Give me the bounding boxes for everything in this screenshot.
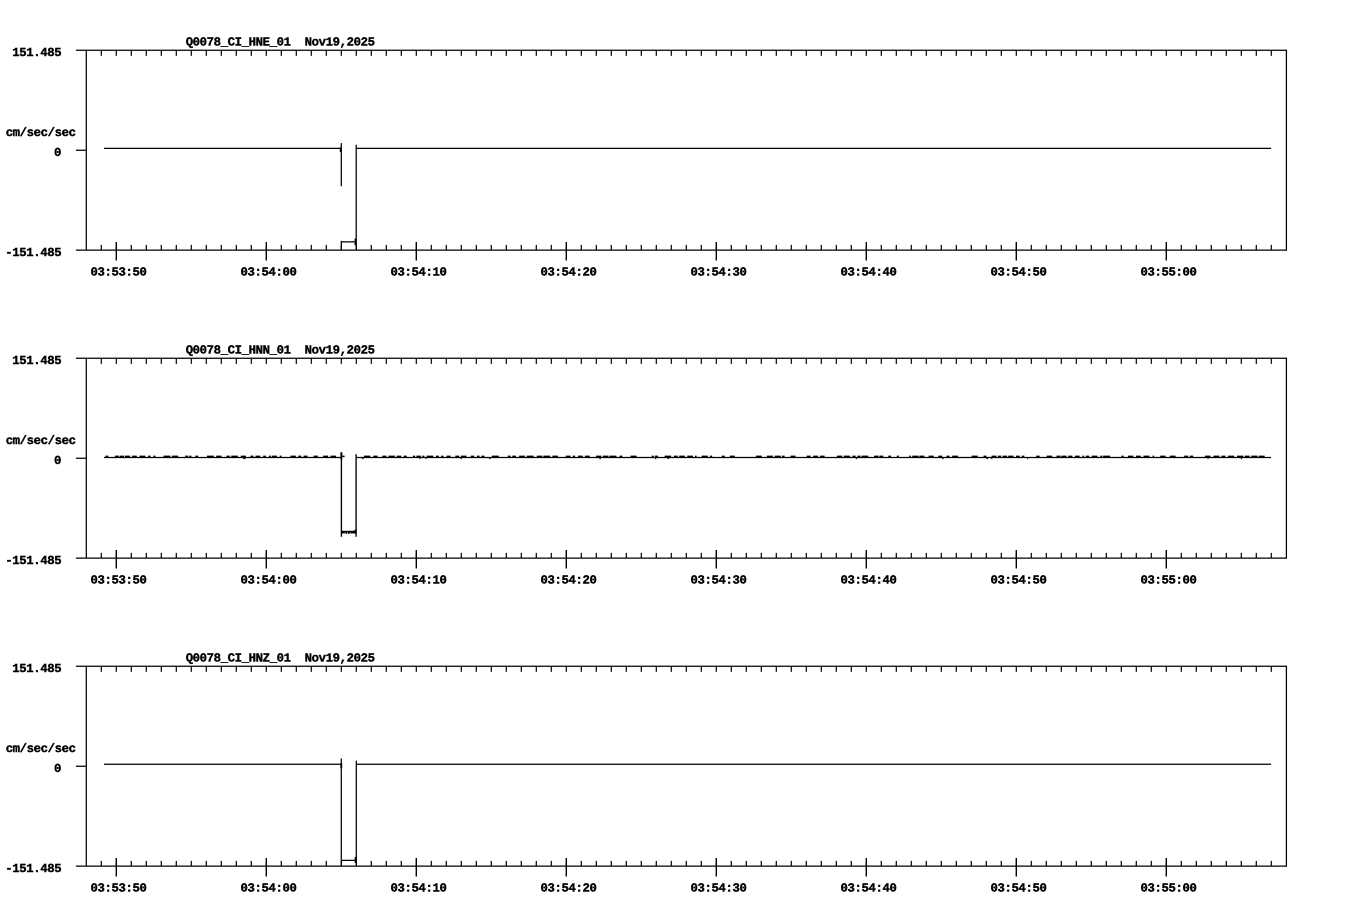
svg-text:-151.485: -151.485 xyxy=(5,862,61,876)
svg-text:03:54:10: 03:54:10 xyxy=(391,574,447,588)
svg-text:03:54:10: 03:54:10 xyxy=(391,266,447,280)
svg-text:03:54:00: 03:54:00 xyxy=(241,266,297,280)
svg-text:-151.485: -151.485 xyxy=(5,554,61,568)
svg-text:03:54:10: 03:54:10 xyxy=(391,882,447,896)
svg-text:03:53:50: 03:53:50 xyxy=(91,882,147,896)
svg-text:cm/sec/sec: cm/sec/sec xyxy=(6,126,76,140)
svg-text:03:55:00: 03:55:00 xyxy=(1141,574,1197,588)
svg-text:03:54:20: 03:54:20 xyxy=(541,882,597,896)
svg-text:cm/sec/sec: cm/sec/sec xyxy=(6,742,76,756)
svg-text:03:54:30: 03:54:30 xyxy=(691,266,747,280)
svg-text:Q0078_CI_HNN_01 Nov19,2025: Q0078_CI_HNN_01 Nov19,2025 xyxy=(186,343,375,357)
svg-text:0: 0 xyxy=(54,762,61,776)
svg-text:0: 0 xyxy=(54,146,61,160)
svg-text:03:54:30: 03:54:30 xyxy=(691,574,747,588)
svg-text:03:53:50: 03:53:50 xyxy=(91,266,147,280)
svg-text:03:54:30: 03:54:30 xyxy=(691,882,747,896)
svg-text:Q0078_CI_HNZ_01 Nov19,2025: Q0078_CI_HNZ_01 Nov19,2025 xyxy=(186,651,375,665)
svg-text:03:54:00: 03:54:00 xyxy=(241,574,297,588)
svg-text:03:55:00: 03:55:00 xyxy=(1141,266,1197,280)
svg-text:03:55:00: 03:55:00 xyxy=(1141,882,1197,896)
svg-text:151.485: 151.485 xyxy=(12,354,61,368)
svg-text:03:54:50: 03:54:50 xyxy=(991,266,1047,280)
svg-text:cm/sec/sec: cm/sec/sec xyxy=(6,434,76,448)
svg-text:03:54:20: 03:54:20 xyxy=(541,574,597,588)
svg-text:03:54:50: 03:54:50 xyxy=(991,882,1047,896)
svg-text:03:54:50: 03:54:50 xyxy=(991,574,1047,588)
svg-text:03:54:40: 03:54:40 xyxy=(841,882,897,896)
svg-text:0: 0 xyxy=(54,454,61,468)
svg-text:-151.485: -151.485 xyxy=(5,246,61,260)
svg-text:151.485: 151.485 xyxy=(12,662,61,676)
svg-text:03:54:20: 03:54:20 xyxy=(541,266,597,280)
svg-text:03:53:50: 03:53:50 xyxy=(91,574,147,588)
svg-text:03:54:00: 03:54:00 xyxy=(241,882,297,896)
svg-text:03:54:40: 03:54:40 xyxy=(841,266,897,280)
svg-text:Q0078_CI_HNE_01 Nov19,2025: Q0078_CI_HNE_01 Nov19,2025 xyxy=(186,35,375,49)
svg-text:03:54:40: 03:54:40 xyxy=(841,574,897,588)
svg-text:151.485: 151.485 xyxy=(12,46,61,60)
